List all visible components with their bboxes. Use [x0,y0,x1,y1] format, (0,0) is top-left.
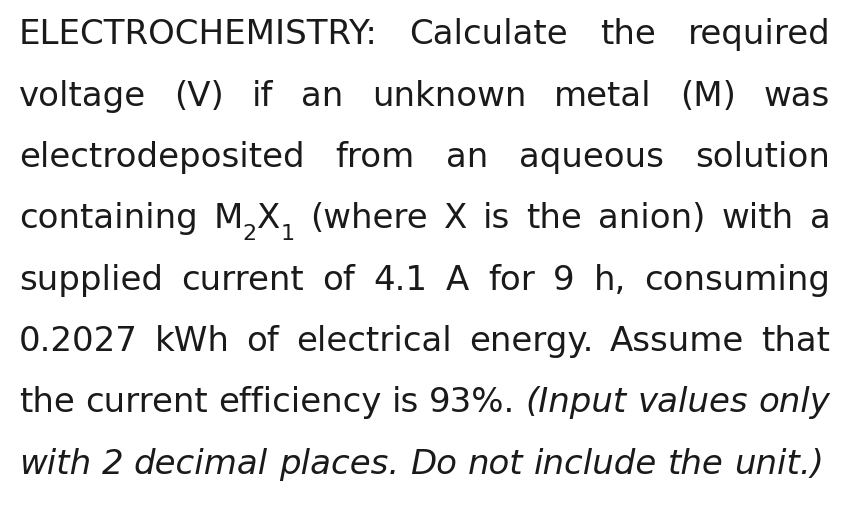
Text: 1: 1 [280,224,295,244]
Text: include: include [534,448,657,480]
Text: current: current [85,386,207,419]
Text: a: a [810,202,830,235]
Text: 2: 2 [102,448,123,480]
Text: A: A [447,264,469,296]
Text: of: of [246,325,279,358]
Text: X: X [257,202,280,235]
Text: (V): (V) [174,80,223,112]
Text: 9: 9 [554,264,575,296]
Text: Do: Do [410,448,457,480]
Text: aqueous: aqueous [520,141,664,174]
Text: ELECTROCHEMISTRY:: ELECTROCHEMISTRY: [19,18,378,51]
Text: 93%.: 93%. [430,386,515,419]
Text: unit.): unit.) [734,448,824,480]
Text: that: that [762,325,830,358]
Text: current: current [181,264,304,296]
Text: for: for [488,264,535,296]
Text: the: the [526,202,582,235]
Text: is: is [391,386,419,419]
Text: efficiency: efficiency [218,386,381,419]
Text: supplied: supplied [19,264,163,296]
Text: 0.2027: 0.2027 [19,325,138,358]
Text: values: values [638,386,748,419]
Text: metal: metal [554,80,652,112]
Text: of: of [323,264,355,296]
Text: 4.1: 4.1 [374,264,428,296]
Text: kWh: kWh [155,325,229,358]
Text: solution: solution [695,141,830,174]
Text: decimal: decimal [134,448,268,480]
Text: anion): anion) [598,202,706,235]
Text: voltage: voltage [19,80,146,112]
Text: M: M [213,202,243,235]
Text: the: the [668,448,723,480]
Text: an: an [446,141,488,174]
Text: (Input: (Input [526,386,627,419]
Text: from: from [335,141,415,174]
Text: Calculate: Calculate [409,18,568,51]
Text: h,: h, [593,264,626,296]
Text: 2: 2 [243,224,257,244]
Text: unknown: unknown [372,80,526,112]
Text: Assume: Assume [610,325,745,358]
Text: with: with [722,202,794,235]
Text: places.: places. [279,448,399,480]
Text: required: required [688,18,830,51]
Text: the: the [600,18,655,51]
Text: containing: containing [19,202,198,235]
Text: (where: (where [310,202,428,235]
Text: (M): (M) [680,80,736,112]
Text: the: the [19,386,75,419]
Text: was: was [764,80,830,112]
Text: electrical: electrical [296,325,452,358]
Text: energy.: energy. [469,325,593,358]
Text: is: is [483,202,510,235]
Text: consuming: consuming [644,264,830,296]
Text: X: X [444,202,467,235]
Text: not: not [468,448,523,480]
Text: only: only [758,386,830,419]
Text: an: an [301,80,344,112]
Text: electrodeposited: electrodeposited [19,141,304,174]
Text: with: with [19,448,91,480]
Text: if: if [252,80,273,112]
